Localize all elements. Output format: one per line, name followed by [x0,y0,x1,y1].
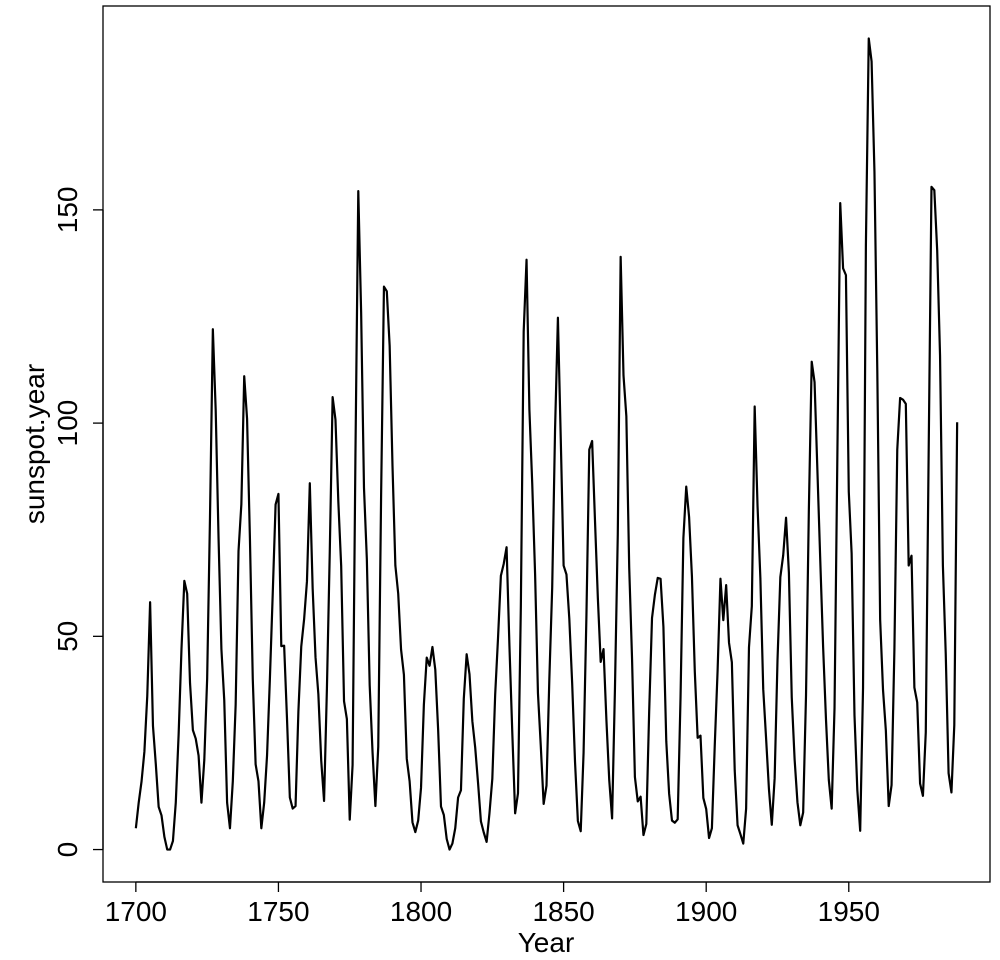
y-tick-label: 150 [52,187,83,234]
y-tick-label: 50 [52,621,83,652]
y-axis-label: sunspot.year [19,364,50,524]
y-tick-label: 100 [52,400,83,447]
x-tick-label: 1950 [818,896,880,927]
data-line [134,37,959,851]
x-tick-label: 1700 [105,896,167,927]
x-tick-label: 1900 [675,896,737,927]
x-tick-label: 1750 [247,896,309,927]
y-tick-label: 0 [52,842,83,858]
x-tick-label: 1800 [390,896,452,927]
x-axis-label: Year [518,927,575,958]
x-tick-label: 1850 [532,896,594,927]
